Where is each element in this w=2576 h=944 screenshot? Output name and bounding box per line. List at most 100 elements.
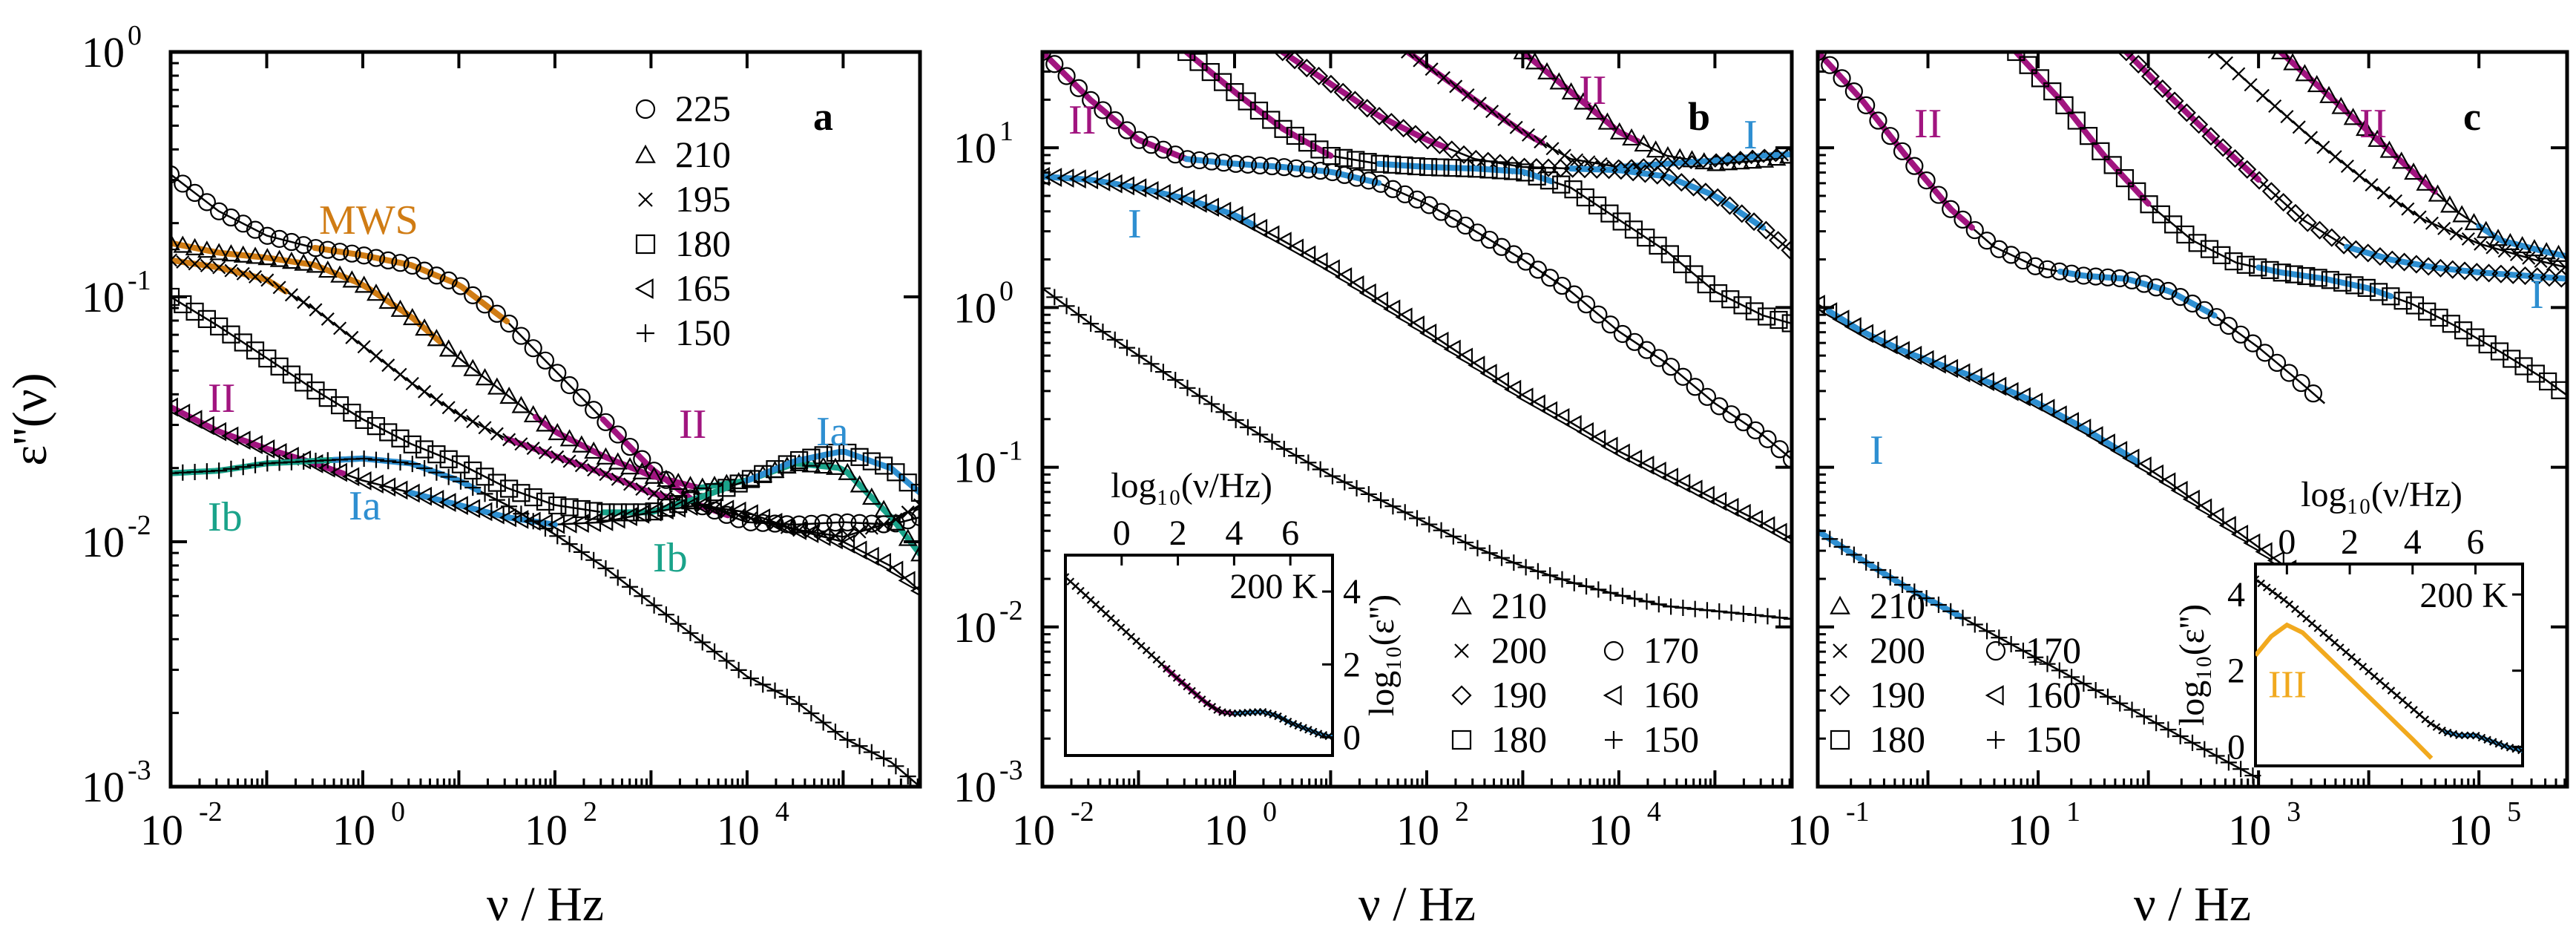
marker-210 xyxy=(463,358,483,376)
series-195 xyxy=(171,253,920,543)
marker-180 xyxy=(1455,159,1474,177)
inset-marker xyxy=(1299,724,1307,732)
marker-150 xyxy=(1930,596,1947,613)
marker-160 xyxy=(2158,472,2176,492)
series-160 xyxy=(1042,167,1792,545)
inset-marker xyxy=(2449,730,2458,738)
marker-150 xyxy=(1179,379,1196,396)
legend-label-180: 180 xyxy=(675,223,731,264)
marker-170 xyxy=(1674,367,1692,386)
marker-195 xyxy=(526,442,540,456)
marker-160 xyxy=(1818,295,1825,314)
marker-150 xyxy=(2196,741,2213,758)
marker-195 xyxy=(297,295,311,309)
panel-a-data xyxy=(171,165,920,787)
marker-150 xyxy=(2112,695,2129,712)
marker-150 xyxy=(1698,602,1715,619)
marker-170 xyxy=(1577,295,1596,314)
marker-160 xyxy=(2097,433,2115,453)
x-tick-exponent: 3 xyxy=(2287,796,2301,827)
inset-y-tick-label: 2 xyxy=(1343,645,1361,684)
marker-190 xyxy=(2274,192,2293,212)
marker-210 xyxy=(910,544,920,562)
marker-190 xyxy=(1732,204,1752,223)
marker-150 xyxy=(657,606,674,623)
legend-marker-200 xyxy=(1833,643,1847,658)
marker-180 xyxy=(1660,245,1679,263)
marker-200 xyxy=(2365,178,2379,192)
marker-150 xyxy=(730,661,747,678)
marker-150 xyxy=(2099,688,2116,705)
marker-200 xyxy=(2292,120,2306,134)
panel-c-ticks: 10 -1 10 1 10 3 10 5 xyxy=(1787,52,2567,854)
marker-190 xyxy=(2503,265,2523,284)
marker-160 xyxy=(1249,218,1268,238)
marker-160 xyxy=(1892,341,1910,361)
fit-line-150 xyxy=(171,457,920,787)
marker-150 xyxy=(223,460,240,477)
marker-150 xyxy=(1565,574,1583,591)
marker-150 xyxy=(1735,606,1752,623)
marker-190 xyxy=(1708,188,1727,207)
marker-190 xyxy=(2407,255,2426,274)
annotation-II: II xyxy=(1914,101,1942,147)
marker-160 xyxy=(1564,415,1582,434)
marker-150 xyxy=(488,491,505,508)
marker-160 xyxy=(1419,323,1437,343)
marker-150 xyxy=(634,588,651,605)
inset-marker xyxy=(1284,717,1292,726)
marker-210 xyxy=(318,260,338,278)
marker-210 xyxy=(2283,53,2302,71)
marker-200 xyxy=(2534,254,2548,269)
marker-170 xyxy=(1178,150,1197,168)
marker-150 xyxy=(1154,364,1172,381)
marker-160 xyxy=(1576,422,1594,442)
legend-marker-180 xyxy=(635,234,656,255)
marker-190 xyxy=(1756,220,1775,240)
legend-marker-180 xyxy=(1451,730,1472,750)
marker-200 xyxy=(2207,52,2221,59)
legend-marker-160 xyxy=(1985,685,2004,706)
marker-225 xyxy=(379,251,398,269)
marker-180 xyxy=(1298,134,1317,152)
marker-160 xyxy=(1770,522,1787,543)
marker-160 xyxy=(1528,394,1545,414)
marker-180 xyxy=(814,446,832,465)
marker-200 xyxy=(1726,151,1741,165)
series-160 xyxy=(1818,295,2325,597)
marker-165 xyxy=(898,571,916,591)
marker-180 xyxy=(2261,260,2279,279)
marker-150 xyxy=(537,520,553,537)
marker-150 xyxy=(1663,598,1680,615)
marker-180 xyxy=(2454,321,2473,340)
panel-a-x-axis-title: ν / Hz xyxy=(487,877,604,931)
marker-160 xyxy=(1953,363,1971,383)
marker-180 xyxy=(862,452,881,471)
marker-170 xyxy=(1758,430,1777,448)
marker-210 xyxy=(269,249,289,267)
marker-190 xyxy=(2117,52,2136,62)
marker-210 xyxy=(2440,195,2460,213)
marker-165 xyxy=(777,517,795,537)
marker-200 xyxy=(2449,226,2463,240)
marker-165 xyxy=(233,430,251,450)
marker-150 xyxy=(1094,323,1111,340)
marker-210 xyxy=(584,441,604,459)
marker-190 xyxy=(1358,99,1377,118)
marker-160 xyxy=(1431,331,1449,351)
inset-marker xyxy=(2506,744,2514,752)
marker-195 xyxy=(901,505,915,519)
marker-160 xyxy=(1407,315,1425,335)
marker-210 xyxy=(644,466,664,484)
marker-170 xyxy=(1977,232,1997,250)
y-tick-label: 10 xyxy=(953,124,996,172)
marker-200 xyxy=(1497,112,1511,126)
marker-150 xyxy=(1590,581,1607,598)
marker-190 xyxy=(2189,115,2209,134)
annotation-II: II xyxy=(1579,68,1606,114)
marker-200 xyxy=(1473,96,1487,111)
inset-III-label: III xyxy=(2268,664,2307,707)
y-tick-exponent: -1 xyxy=(128,265,151,296)
marker-200 xyxy=(2425,216,2439,230)
marker-190 xyxy=(2395,252,2414,272)
